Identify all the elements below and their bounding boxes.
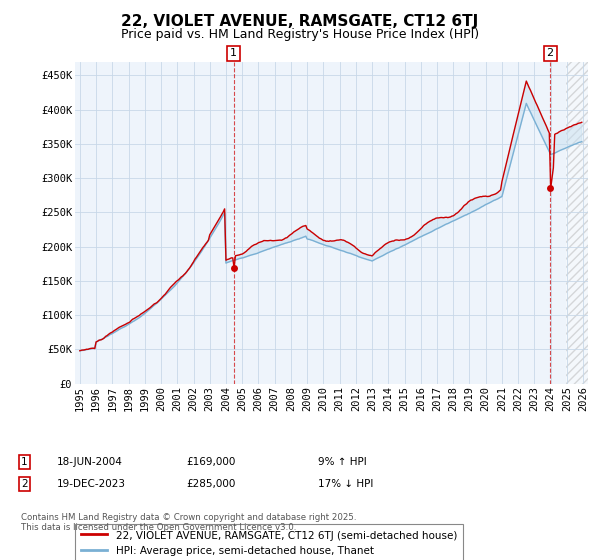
Text: £169,000: £169,000 — [186, 457, 235, 467]
Text: 2: 2 — [547, 48, 554, 58]
Legend: 22, VIOLET AVENUE, RAMSGATE, CT12 6TJ (semi-detached house), HPI: Average price,: 22, VIOLET AVENUE, RAMSGATE, CT12 6TJ (s… — [75, 524, 463, 560]
Text: 1: 1 — [21, 457, 28, 467]
Text: £285,000: £285,000 — [186, 479, 235, 489]
Text: Contains HM Land Registry data © Crown copyright and database right 2025.: Contains HM Land Registry data © Crown c… — [21, 513, 356, 522]
Bar — [566, 62, 600, 384]
Bar — [566, 62, 600, 384]
Text: 9% ↑ HPI: 9% ↑ HPI — [318, 457, 367, 467]
Text: 17% ↓ HPI: 17% ↓ HPI — [318, 479, 373, 489]
Text: 22, VIOLET AVENUE, RAMSGATE, CT12 6TJ: 22, VIOLET AVENUE, RAMSGATE, CT12 6TJ — [121, 14, 479, 29]
Text: 1: 1 — [230, 48, 237, 58]
Text: Price paid vs. HM Land Registry's House Price Index (HPI): Price paid vs. HM Land Registry's House … — [121, 28, 479, 41]
Text: This data is licensed under the Open Government Licence v3.0.: This data is licensed under the Open Gov… — [21, 523, 296, 533]
Text: 19-DEC-2023: 19-DEC-2023 — [57, 479, 126, 489]
Text: 2: 2 — [21, 479, 28, 489]
Text: 18-JUN-2004: 18-JUN-2004 — [57, 457, 123, 467]
